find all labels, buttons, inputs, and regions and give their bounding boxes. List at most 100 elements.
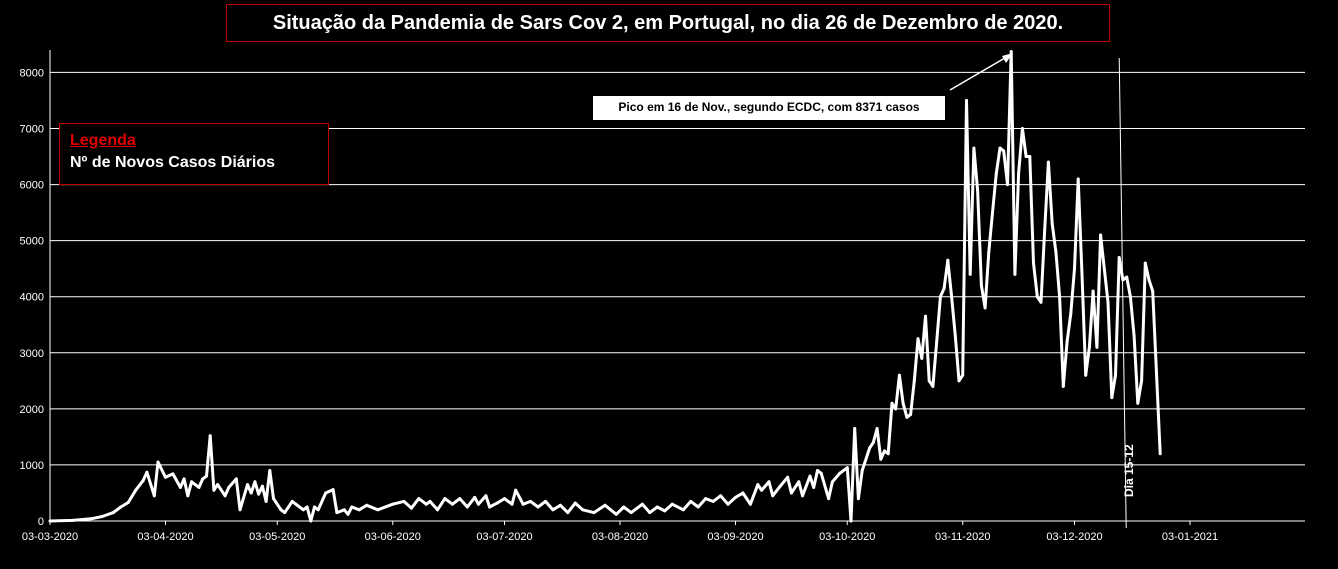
data-point [1158, 452, 1162, 456]
data-point [655, 505, 659, 509]
data-point [357, 508, 361, 512]
data-point [920, 356, 924, 360]
data-point [614, 512, 618, 516]
data-point [376, 508, 380, 512]
data-point [696, 505, 700, 509]
data-point [1009, 50, 1013, 54]
data-point [305, 505, 309, 509]
data-point [663, 509, 667, 513]
y-tick-label: 0 [38, 516, 44, 528]
y-tick-label: 4000 [20, 292, 44, 304]
data-point [622, 505, 626, 509]
data-point [838, 471, 842, 475]
data-point [987, 250, 991, 254]
data-point [991, 211, 994, 215]
y-tick-label: 5000 [20, 236, 44, 248]
data-point [629, 511, 633, 515]
data-point [1020, 127, 1024, 130]
data-point [544, 499, 547, 503]
data-point [428, 499, 432, 503]
data-point [391, 502, 395, 506]
data-point [965, 99, 968, 102]
data-point [830, 480, 834, 484]
data-point [495, 501, 499, 505]
data-point [935, 340, 939, 344]
data-point [346, 512, 350, 516]
data-point [1032, 261, 1035, 265]
data-point [640, 502, 644, 506]
data-point [249, 491, 253, 495]
data-point [905, 415, 909, 419]
data-point [819, 471, 823, 475]
data-point [171, 472, 175, 476]
data-point [145, 470, 149, 474]
data-point [1110, 396, 1114, 400]
marker-label: Dia 15-12 [1122, 444, 1136, 497]
x-tick-label: 03-07-2020 [476, 531, 532, 543]
data-point [1080, 272, 1084, 276]
data-point [853, 427, 857, 430]
x-tick-label: 03-08-2020 [592, 531, 648, 543]
data-point [182, 477, 186, 481]
data-point [156, 460, 160, 464]
data-point [950, 295, 954, 299]
y-tick-label: 7000 [20, 124, 44, 136]
x-tick-label: 03-10-2020 [819, 531, 875, 543]
data-point [443, 497, 447, 501]
legend-item-new-cases: Nº de Novos Casos Diários [70, 154, 276, 171]
data-point [1065, 340, 1069, 344]
data-point [1095, 345, 1099, 349]
data-point [48, 519, 52, 523]
data-point [409, 506, 413, 510]
legend-title: Legenda [70, 132, 136, 149]
data-point [514, 488, 518, 492]
data-point [771, 494, 775, 498]
data-point [1054, 250, 1058, 254]
data-point [450, 502, 454, 506]
y-tick-label: 3000 [20, 348, 44, 360]
data-point [272, 497, 275, 501]
data-point [141, 479, 145, 483]
data-point [778, 484, 782, 488]
data-point [957, 379, 961, 383]
data-point [309, 519, 313, 523]
data-point [756, 483, 760, 487]
data-point [648, 511, 652, 515]
data-point [711, 499, 715, 503]
data-point [1102, 267, 1106, 271]
data-point [812, 485, 816, 489]
data-point [592, 511, 596, 515]
data-point [70, 518, 74, 522]
data-point [968, 272, 972, 276]
x-tick-label: 03-01-2021 [1162, 531, 1218, 543]
data-point [208, 434, 212, 438]
data-point [1017, 171, 1021, 175]
data-point [748, 502, 752, 506]
data-point [979, 284, 983, 287]
data-point [1136, 401, 1140, 405]
data-point [953, 334, 957, 338]
x-axis-ticks: 03-03-2020 03-04-2020 03-05-2020 03-06-2020… [22, 521, 1218, 543]
data-point [510, 502, 514, 506]
data-point [365, 503, 369, 507]
data-point [927, 379, 931, 383]
data-point [301, 508, 305, 512]
data-point [324, 491, 328, 495]
data-point [689, 499, 693, 503]
data-point [1125, 275, 1129, 279]
data-point [458, 497, 462, 501]
data-point [227, 485, 231, 489]
data-point [216, 483, 220, 487]
data-point [476, 502, 480, 506]
data-point [1087, 345, 1091, 349]
data-point [998, 146, 1002, 150]
data-point [186, 494, 190, 498]
data-point [879, 457, 883, 461]
data-point [119, 505, 123, 509]
data-point [436, 508, 439, 512]
peak-arrow-head [1002, 53, 1013, 63]
data-point [294, 502, 298, 506]
data-point [1084, 373, 1088, 377]
x-tick-label: 03-03-2020 [22, 531, 78, 543]
